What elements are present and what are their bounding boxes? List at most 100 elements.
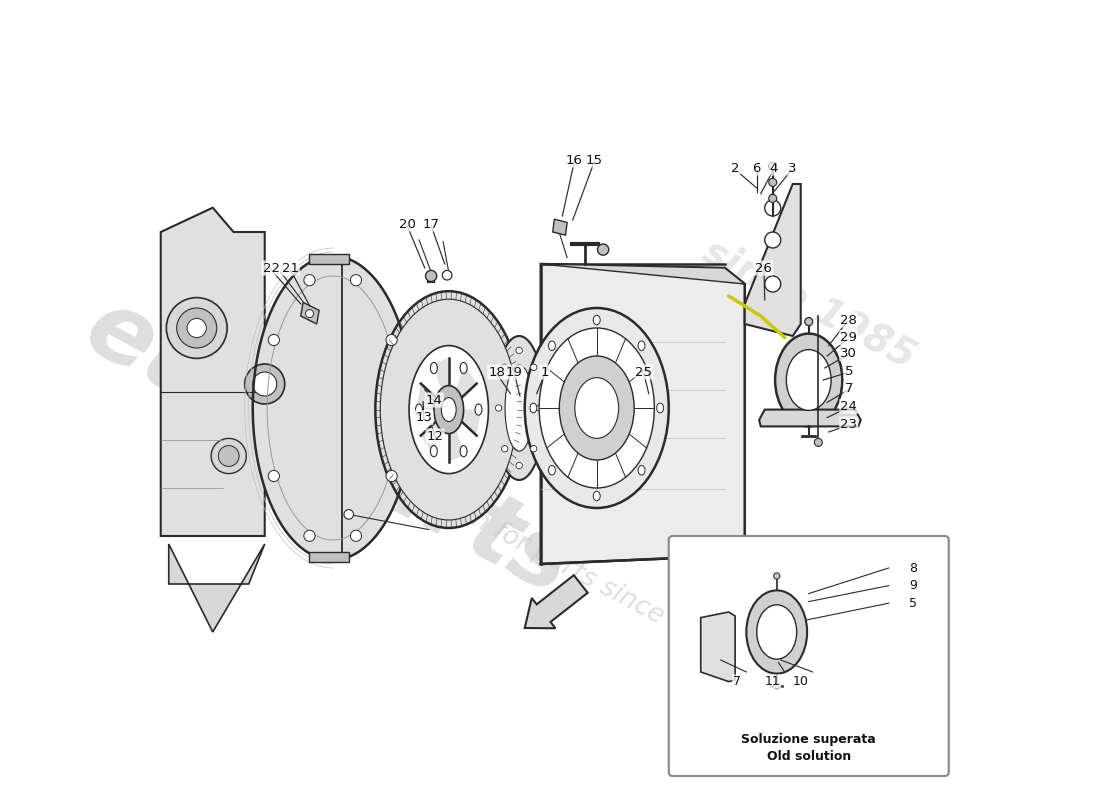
- Text: europarts: europarts: [69, 281, 588, 615]
- Circle shape: [386, 470, 397, 482]
- Text: 7: 7: [733, 675, 740, 688]
- Text: 26: 26: [756, 262, 772, 274]
- Ellipse shape: [657, 403, 663, 413]
- Polygon shape: [745, 184, 801, 336]
- Ellipse shape: [502, 364, 508, 370]
- Text: 17: 17: [422, 218, 440, 230]
- Text: 11: 11: [764, 675, 781, 688]
- Circle shape: [244, 364, 285, 404]
- Circle shape: [351, 530, 362, 542]
- Ellipse shape: [495, 405, 502, 411]
- Ellipse shape: [525, 308, 669, 508]
- Circle shape: [386, 334, 397, 346]
- Circle shape: [805, 318, 813, 326]
- Circle shape: [442, 270, 452, 280]
- Ellipse shape: [638, 341, 645, 350]
- Circle shape: [268, 334, 279, 346]
- Circle shape: [814, 438, 823, 446]
- Polygon shape: [253, 256, 412, 560]
- Text: 7: 7: [845, 382, 853, 395]
- Text: 3: 3: [788, 162, 796, 174]
- Ellipse shape: [638, 466, 645, 475]
- Text: 16: 16: [565, 154, 583, 166]
- Ellipse shape: [475, 404, 482, 415]
- Text: 20: 20: [398, 218, 416, 230]
- Ellipse shape: [433, 386, 463, 434]
- Text: 13: 13: [416, 411, 432, 424]
- Ellipse shape: [505, 365, 534, 451]
- Circle shape: [306, 310, 313, 318]
- Ellipse shape: [441, 398, 456, 422]
- Ellipse shape: [593, 315, 601, 325]
- Ellipse shape: [776, 334, 843, 426]
- Text: 30: 30: [840, 347, 857, 360]
- Polygon shape: [541, 264, 745, 564]
- Text: 18: 18: [488, 366, 505, 378]
- Text: since 1985: since 1985: [696, 232, 922, 376]
- Text: 22: 22: [263, 262, 279, 274]
- Circle shape: [769, 194, 777, 202]
- Circle shape: [218, 446, 239, 466]
- Polygon shape: [701, 612, 735, 682]
- Ellipse shape: [375, 291, 522, 528]
- Text: 19: 19: [506, 366, 522, 378]
- Ellipse shape: [381, 299, 517, 520]
- Text: 6: 6: [752, 162, 761, 174]
- Polygon shape: [309, 254, 349, 264]
- Polygon shape: [456, 365, 476, 398]
- Polygon shape: [309, 552, 349, 562]
- Text: 10: 10: [793, 675, 808, 688]
- Circle shape: [344, 510, 353, 519]
- Circle shape: [773, 573, 780, 579]
- Ellipse shape: [502, 446, 508, 452]
- Circle shape: [769, 162, 777, 170]
- Ellipse shape: [460, 362, 467, 374]
- Ellipse shape: [516, 462, 522, 469]
- Ellipse shape: [530, 446, 537, 452]
- FancyArrow shape: [525, 575, 587, 628]
- Polygon shape: [552, 219, 568, 235]
- Circle shape: [187, 318, 207, 338]
- Ellipse shape: [460, 446, 467, 457]
- Ellipse shape: [530, 403, 537, 413]
- Circle shape: [764, 232, 781, 248]
- Text: 29: 29: [840, 331, 857, 344]
- Ellipse shape: [409, 346, 488, 474]
- Text: Old solution: Old solution: [767, 750, 851, 762]
- Ellipse shape: [537, 405, 542, 411]
- Ellipse shape: [430, 362, 438, 374]
- Polygon shape: [417, 384, 436, 410]
- Polygon shape: [759, 410, 860, 426]
- Ellipse shape: [530, 364, 537, 370]
- Circle shape: [177, 308, 217, 348]
- Ellipse shape: [786, 350, 832, 410]
- Text: 2: 2: [730, 162, 739, 174]
- Circle shape: [304, 530, 315, 542]
- FancyBboxPatch shape: [669, 536, 948, 776]
- Text: 5: 5: [909, 597, 916, 610]
- Text: 1: 1: [540, 366, 549, 378]
- Text: 9: 9: [909, 579, 916, 592]
- Polygon shape: [462, 410, 481, 435]
- Ellipse shape: [593, 491, 601, 501]
- Text: 8: 8: [909, 562, 916, 574]
- Text: 24: 24: [840, 400, 857, 413]
- Text: 5: 5: [845, 365, 853, 378]
- Ellipse shape: [757, 605, 796, 659]
- Circle shape: [426, 270, 437, 282]
- Circle shape: [211, 438, 246, 474]
- Circle shape: [773, 682, 780, 689]
- Ellipse shape: [559, 356, 635, 460]
- Text: Soluzione superata: Soluzione superata: [741, 734, 876, 746]
- Text: 15: 15: [586, 154, 603, 166]
- Text: a passion for parts since 1985: a passion for parts since 1985: [371, 455, 735, 665]
- Polygon shape: [300, 302, 319, 324]
- Polygon shape: [432, 358, 449, 389]
- Circle shape: [304, 274, 315, 286]
- Ellipse shape: [516, 347, 522, 354]
- Circle shape: [597, 244, 608, 255]
- Ellipse shape: [549, 341, 556, 350]
- Ellipse shape: [416, 404, 422, 415]
- Circle shape: [764, 276, 781, 292]
- Text: 4: 4: [769, 162, 778, 174]
